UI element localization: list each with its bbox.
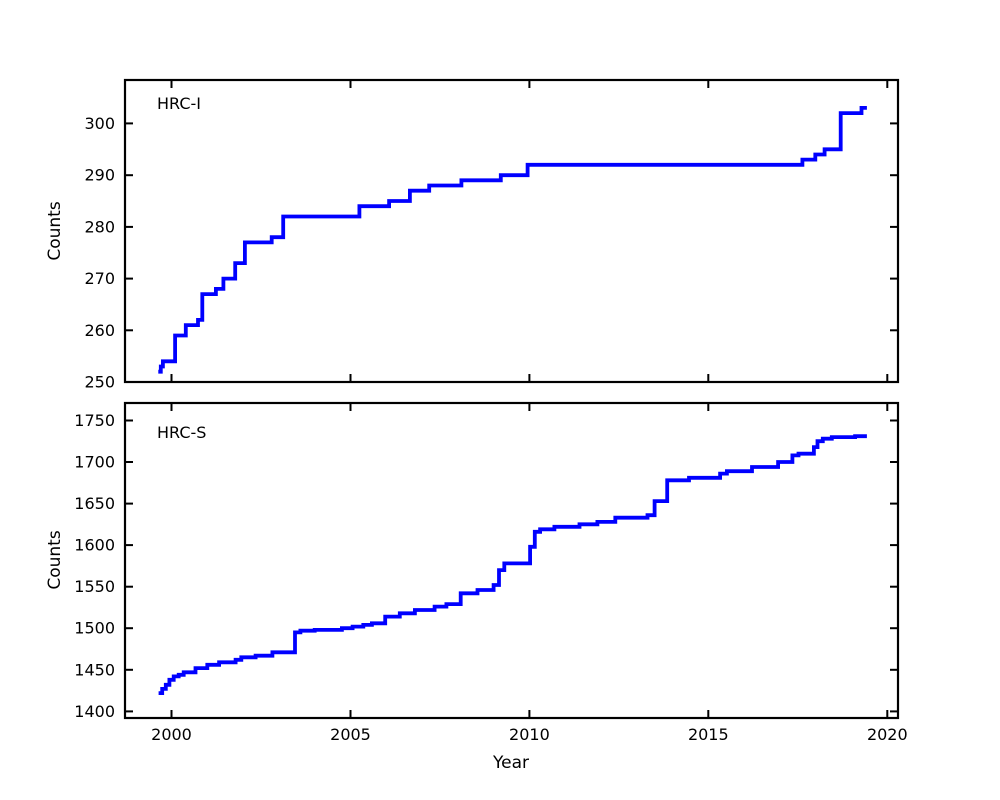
x-tick-label: 2020 [867, 725, 908, 744]
x-tick-label: 2010 [509, 725, 550, 744]
y-tick-label: 290 [84, 166, 115, 185]
y-tick-label: 280 [84, 217, 115, 236]
x-tick-label: 2000 [151, 725, 192, 744]
y-tick-label: 1650 [74, 494, 115, 513]
series-line-hrc-i [158, 106, 867, 374]
axes-frame [123, 401, 900, 720]
y-tick-label: 1450 [74, 660, 115, 679]
y-tick-label: 260 [84, 321, 115, 340]
top-panel-title: HRC-I [157, 94, 202, 113]
axes-frame [123, 78, 900, 384]
x-axis-label: Year [493, 753, 529, 773]
y-tick-label: 1700 [74, 453, 115, 472]
y-tick-label: 270 [84, 269, 115, 288]
x-tick-label: 2015 [688, 725, 729, 744]
bottom-panel-title: HRC-S [157, 423, 207, 442]
y-tick-label: 300 [84, 114, 115, 133]
x-tick-label: 2005 [330, 725, 371, 744]
top-panel-y-axis-label: Counts [45, 201, 65, 261]
panel-hrc-i: 250 260 270 280 290 300 [84, 78, 900, 392]
bottom-panel-y-axis-label: Counts [45, 530, 65, 590]
y-tick-label: 1750 [74, 411, 115, 430]
panel-hrc-s: 2000 2005 2010 2015 2020 1400 1450 1500 1550 1600… [74, 401, 908, 744]
y-tick-label: 1600 [74, 536, 115, 555]
y-tick-label: 1550 [74, 577, 115, 596]
y-tick-label: 1400 [74, 702, 115, 721]
series-line-hrc-s [158, 434, 867, 695]
y-tick-label: 1500 [74, 619, 115, 638]
y-tick-label: 250 [84, 373, 115, 392]
